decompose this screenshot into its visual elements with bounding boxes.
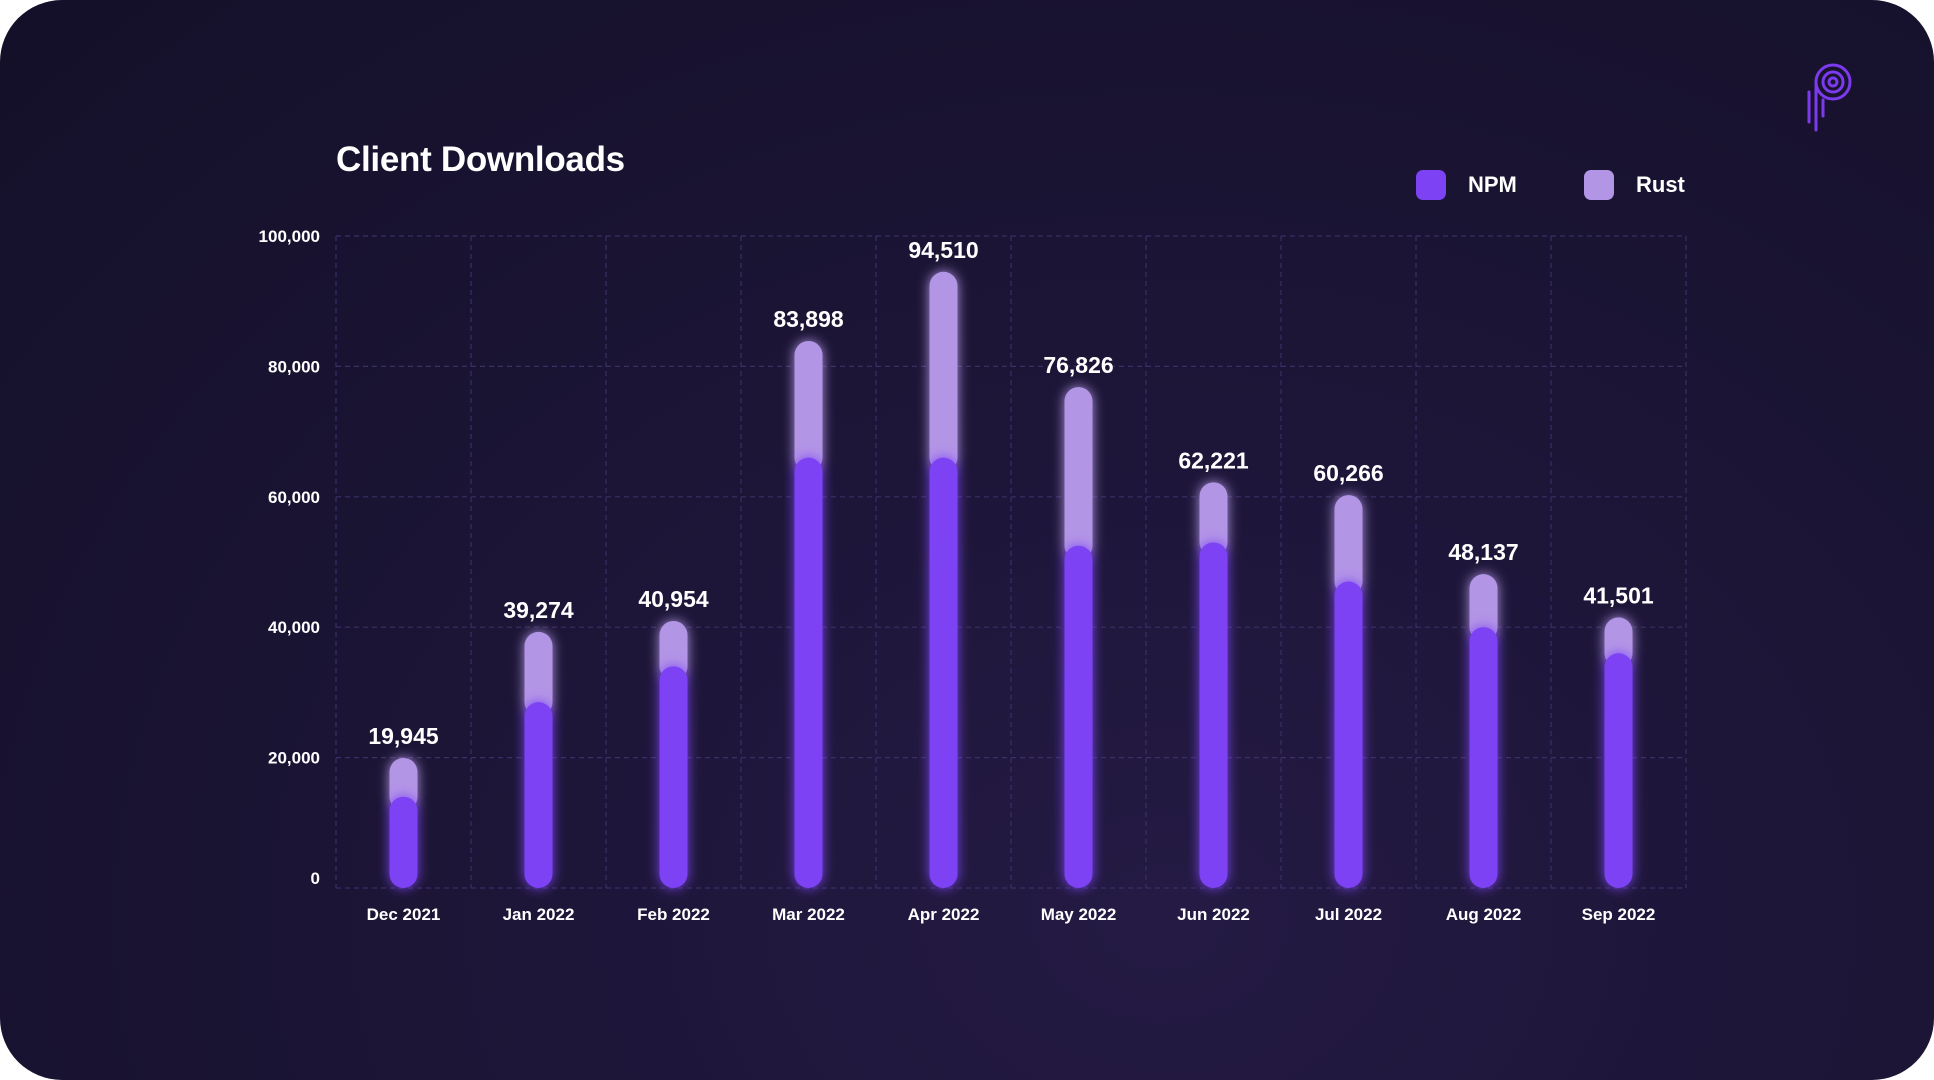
data-label: 41,501 — [1583, 582, 1654, 608]
legend-item-rust: Rust — [1584, 168, 1685, 202]
x-tick-label: Jan 2022 — [503, 905, 575, 924]
bar-rust — [794, 340, 823, 472]
x-tick-label: Sep 2022 — [1582, 905, 1656, 924]
grid-layer: 0 20,000 40,000 60,000 80,000 100,000 — [259, 227, 1687, 889]
bar-npm — [794, 457, 823, 888]
x-tick-label: Mar 2022 — [772, 905, 845, 924]
x-tick-label: May 2022 — [1041, 905, 1117, 924]
data-label: 60,266 — [1313, 460, 1383, 486]
bar-npm — [659, 666, 688, 888]
bar-npm — [1469, 627, 1498, 888]
bar-rust — [1064, 387, 1093, 560]
data-label: 83,898 — [773, 306, 844, 332]
legend-label-rust: Rust — [1636, 172, 1685, 197]
y-tick-label: 40,000 — [268, 618, 320, 637]
data-label: 48,137 — [1448, 539, 1518, 565]
x-tick-label: Jun 2022 — [1177, 905, 1250, 924]
y-tick-label: 60,000 — [268, 488, 320, 507]
data-label: 94,510 — [908, 237, 978, 263]
y-tick-label: 100,000 — [259, 227, 320, 246]
data-label: 40,954 — [638, 586, 709, 612]
bar-rust — [1334, 495, 1363, 596]
bar-npm — [1199, 542, 1228, 888]
x-tick-label: Aug 2022 — [1446, 905, 1522, 924]
bar-rust — [524, 631, 553, 717]
bar-npm — [1604, 653, 1633, 888]
bar-npm — [929, 457, 958, 888]
legend-swatch-rust — [1584, 170, 1614, 200]
bar-rust — [659, 620, 688, 681]
bar-npm — [524, 702, 553, 888]
bar-rust — [1469, 574, 1498, 642]
bar-npm — [1334, 581, 1363, 888]
x-tick-label: Dec 2021 — [367, 905, 441, 924]
x-tick-label: Feb 2022 — [637, 905, 710, 924]
bar-rust — [1199, 482, 1228, 557]
y-tick-label: 80,000 — [268, 357, 320, 376]
x-tick-label: Jul 2022 — [1315, 905, 1382, 924]
bar-rust — [1604, 617, 1633, 668]
data-label: 19,945 — [368, 723, 439, 749]
bar-rust — [929, 271, 958, 472]
brand-logo-icon — [1807, 63, 1852, 132]
bar-npm — [389, 796, 418, 888]
bars-layer — [389, 271, 1633, 888]
x-tick-label: Apr 2022 — [908, 905, 980, 924]
y-tick-label: 0 — [311, 869, 320, 888]
bar-npm — [1064, 545, 1093, 888]
legend-swatch-npm — [1416, 170, 1446, 200]
bar-rust — [389, 757, 418, 811]
chart-title: Client Downloads — [336, 140, 625, 179]
legend-item-npm: NPM — [1416, 168, 1517, 202]
data-label: 62,221 — [1178, 447, 1249, 473]
legend-label-npm: NPM — [1468, 172, 1517, 197]
y-tick-label: 20,000 — [268, 749, 320, 768]
data-label: 39,274 — [503, 597, 574, 623]
labels-layer: 19,945 Dec 2021 39,274 Jan 2022 40,954 Feb 20… — [367, 237, 1656, 924]
data-label: 76,826 — [1043, 352, 1113, 378]
